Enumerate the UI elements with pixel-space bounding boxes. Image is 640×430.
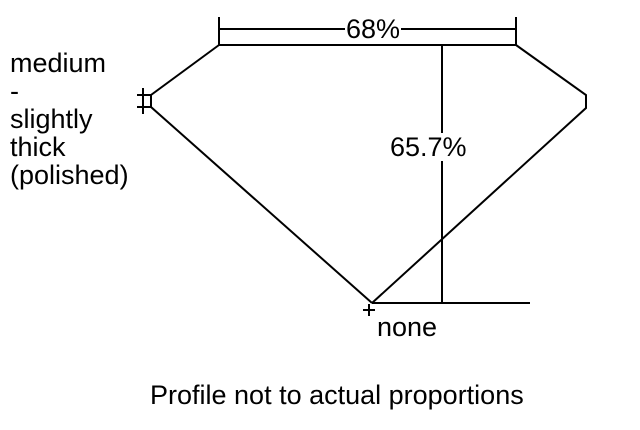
girdle-label-line: thick — [10, 132, 66, 162]
crown-right — [371, 44, 587, 304]
girdle-label: medium - slightly thick (polished) — [10, 49, 129, 189]
girdle-label-line: slightly — [10, 104, 93, 134]
depth-percent-label: 65.7% — [389, 132, 468, 162]
table-percent-label: 68% — [345, 14, 402, 44]
caption: Profile not to actual proportions — [150, 380, 524, 410]
girdle-label-line: - — [10, 76, 19, 106]
girdle-label-line: medium — [10, 48, 107, 78]
culet-label: none — [377, 312, 438, 342]
girdle-label-line: (polished) — [10, 160, 129, 190]
crown-left — [150, 44, 373, 304]
